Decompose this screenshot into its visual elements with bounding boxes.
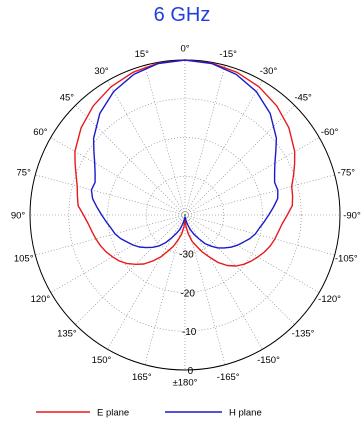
grid-spoke: [184, 65, 226, 216]
angle-label: 165°: [132, 372, 152, 383]
grid-spoke: [50, 214, 186, 293]
grid-ring: [107, 137, 263, 293]
legend-label: H plane: [229, 408, 262, 419]
radial-label: -30: [179, 250, 194, 261]
angle-label: 90°: [11, 211, 26, 222]
grid-spoke: [75, 214, 186, 325]
radial-label: 0: [188, 366, 194, 377]
grid-ring: [145, 175, 225, 255]
angle-label: -75°: [338, 167, 356, 178]
grid-spoke: [184, 214, 335, 256]
series-line-h-plane: [90, 59, 279, 249]
angle-label: 0°: [180, 44, 189, 55]
angle-label: 75°: [17, 167, 32, 178]
angle-label: 105°: [14, 254, 34, 265]
grid-spoke: [184, 80, 263, 216]
grid-spoke: [144, 214, 186, 365]
grid-spoke: [184, 214, 295, 325]
grid-spoke: [184, 214, 263, 350]
angle-label: 30°: [94, 66, 109, 77]
angle-label: -90°: [343, 211, 361, 222]
grid-spoke: [184, 137, 320, 216]
radial-tick-labels: -30 -20 -10 0: [179, 250, 197, 377]
legend-label: E plane: [97, 408, 129, 419]
angle-label: 120°: [31, 294, 51, 305]
chart-title: 6 GHz: [153, 4, 211, 26]
grid-spoke: [35, 214, 186, 256]
grid-spoke: [184, 214, 320, 293]
angle-label: -165°: [217, 372, 240, 383]
grid-spoke: [184, 105, 295, 216]
series-group: [74, 59, 296, 267]
angle-label: -45°: [294, 92, 312, 103]
angle-label: 150°: [92, 355, 112, 366]
grid-spoke: [184, 214, 226, 365]
angle-label: -150°: [257, 355, 280, 366]
angle-label: ±180°: [173, 378, 198, 389]
angle-label: 45°: [60, 92, 75, 103]
polar-grid: [29, 59, 341, 371]
grid-spoke: [75, 105, 186, 216]
angle-label: 15°: [135, 49, 150, 60]
legend: E plane H plane: [36, 408, 262, 419]
grid-spoke: [50, 137, 186, 216]
angle-label: -105°: [335, 254, 358, 265]
grid-spoke: [107, 214, 186, 350]
radial-label: -20: [180, 289, 195, 300]
angle-label: 135°: [57, 329, 77, 340]
angle-label: -60°: [321, 127, 339, 138]
grid-spoke: [184, 174, 335, 216]
angle-label: -15°: [219, 49, 237, 60]
angle-label: -120°: [318, 294, 341, 305]
angle-label: 60°: [33, 127, 48, 138]
grid-spoke: [144, 65, 186, 216]
grid-ring: [68, 98, 302, 332]
angle-tick-labels: 0° 15° -15° 30° -30° 45° -45° 60° -60° 75° -75° 90°…: [11, 44, 361, 389]
angle-label: -135°: [292, 329, 315, 340]
angle-label: -30°: [260, 66, 278, 77]
grid-spoke: [107, 80, 186, 216]
radial-label: -10: [182, 327, 197, 338]
grid-spoke: [35, 174, 186, 216]
